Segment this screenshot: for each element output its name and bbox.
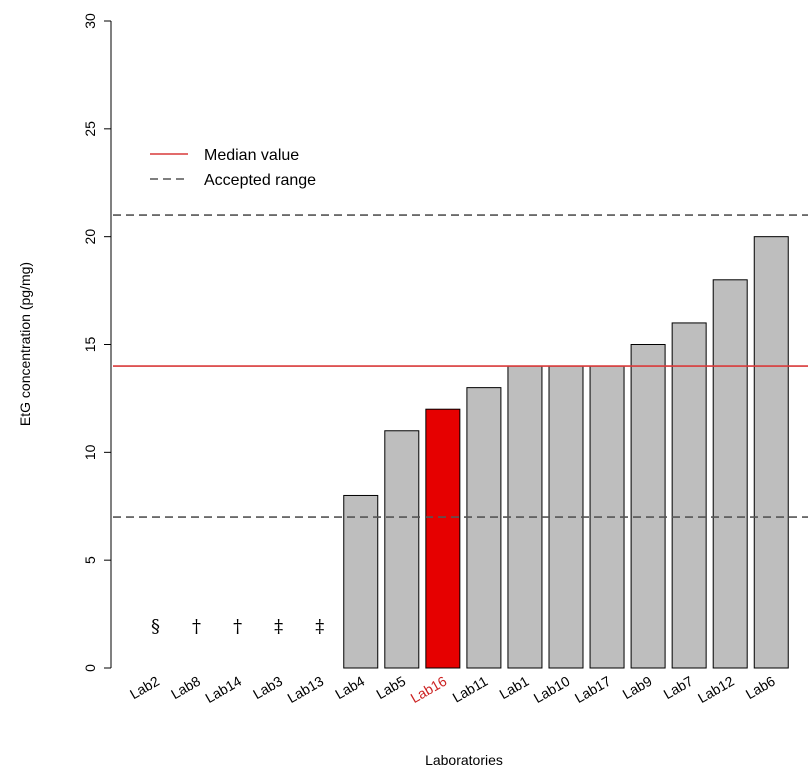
annotation-lab3: ‡ [274, 616, 283, 637]
x-tick-label-lab2: Lab2 [127, 673, 162, 703]
y-tick-label: 30 [82, 13, 98, 29]
x-tick-label-lab1: Lab1 [496, 673, 531, 703]
bar-lab6 [753, 236, 789, 669]
annotation-lab14: † [233, 616, 242, 637]
y-tick-label: 25 [82, 121, 98, 137]
legend: Median value Accepted range [150, 147, 316, 189]
x-tick-label-lab8: Lab8 [168, 673, 203, 703]
x-tick-label-lab12: Lab12 [695, 673, 737, 706]
bar-lab12 [712, 279, 748, 669]
y-axis-title: EtG concentration (pg/mg) [17, 262, 33, 426]
x-axis-title: Laboratories [425, 752, 503, 768]
x-tick-label-lab4: Lab4 [332, 673, 367, 703]
bars [343, 236, 789, 669]
annotation-lab2: § [151, 616, 160, 637]
bar-lab11 [466, 387, 502, 669]
x-tick-label-lab16: Lab16 [408, 673, 450, 706]
bar-lab5 [384, 430, 420, 669]
bar-lab4 [343, 494, 379, 669]
x-tick-label-lab5: Lab5 [373, 673, 408, 703]
annotation-lab8: † [192, 616, 201, 637]
annotations: § † † ‡ ‡ [151, 616, 324, 637]
x-tick-label-lab10: Lab10 [531, 673, 573, 706]
bar-lab16 [425, 408, 461, 669]
y-tick-label: 0 [82, 664, 98, 672]
x-tick-label-lab17: Lab17 [572, 673, 614, 706]
bar-lab10 [548, 365, 584, 669]
reference-lines [113, 214, 808, 518]
y-tick-label: 10 [82, 444, 98, 460]
x-tick-label-lab9: Lab9 [620, 673, 655, 703]
y-tick-label: 15 [82, 337, 98, 353]
x-tick-label-lab6: Lab6 [743, 673, 778, 703]
x-tick-label-lab11: Lab11 [450, 673, 491, 706]
y-axis: 0 5 10 15 20 25 30 [82, 13, 112, 672]
y-tick-label: 20 [82, 229, 98, 245]
bar-lab9 [630, 344, 666, 669]
x-tick-label-lab7: Lab7 [661, 673, 696, 703]
x-tick-label-lab3: Lab3 [250, 673, 285, 703]
y-tick-label: 5 [82, 556, 98, 564]
annotation-lab13: ‡ [315, 616, 324, 637]
x-tick-label-lab13: Lab13 [284, 673, 326, 706]
x-tick-label-lab14: Lab14 [202, 673, 244, 706]
x-tick-labels: Lab2 Lab8 Lab14 Lab3 Lab13 Lab4 Lab5 Lab16 Lab11… [127, 673, 778, 706]
bar-lab7 [671, 322, 707, 669]
legend-range-label: Accepted range [204, 172, 316, 189]
legend-median-label: Median value [204, 147, 299, 164]
